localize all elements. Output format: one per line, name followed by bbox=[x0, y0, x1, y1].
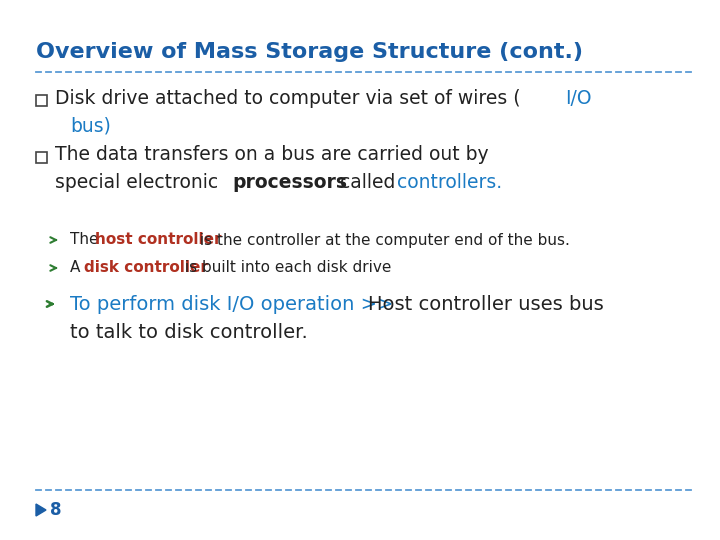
Text: is built into each disk drive: is built into each disk drive bbox=[180, 260, 392, 275]
Text: is the controller at the computer end of the bus.: is the controller at the computer end of… bbox=[195, 233, 570, 247]
Text: processors: processors bbox=[232, 173, 347, 192]
Text: disk controller: disk controller bbox=[84, 260, 208, 275]
Text: bus): bus) bbox=[70, 117, 111, 136]
Polygon shape bbox=[36, 504, 46, 516]
Text: special electronic: special electronic bbox=[55, 173, 224, 192]
Text: controllers.: controllers. bbox=[397, 173, 502, 192]
Text: To perform disk I/O operation >>: To perform disk I/O operation >> bbox=[70, 294, 400, 314]
Text: 8: 8 bbox=[50, 501, 61, 519]
Text: host controller: host controller bbox=[95, 233, 222, 247]
Text: The: The bbox=[70, 233, 104, 247]
Text: A: A bbox=[70, 260, 85, 275]
Text: to talk to disk controller.: to talk to disk controller. bbox=[70, 322, 307, 341]
Text: I/O: I/O bbox=[565, 89, 592, 107]
Text: The data transfers on a bus are carried out by: The data transfers on a bus are carried … bbox=[55, 145, 489, 165]
Text: Host controller uses bus: Host controller uses bus bbox=[368, 294, 604, 314]
Text: Overview of Mass Storage Structure (cont.): Overview of Mass Storage Structure (cont… bbox=[36, 42, 583, 62]
Bar bbox=[36, 152, 47, 163]
Bar bbox=[36, 95, 47, 106]
Text: Disk drive attached to computer via set of wires (: Disk drive attached to computer via set … bbox=[55, 89, 521, 107]
Text: called: called bbox=[334, 173, 401, 192]
